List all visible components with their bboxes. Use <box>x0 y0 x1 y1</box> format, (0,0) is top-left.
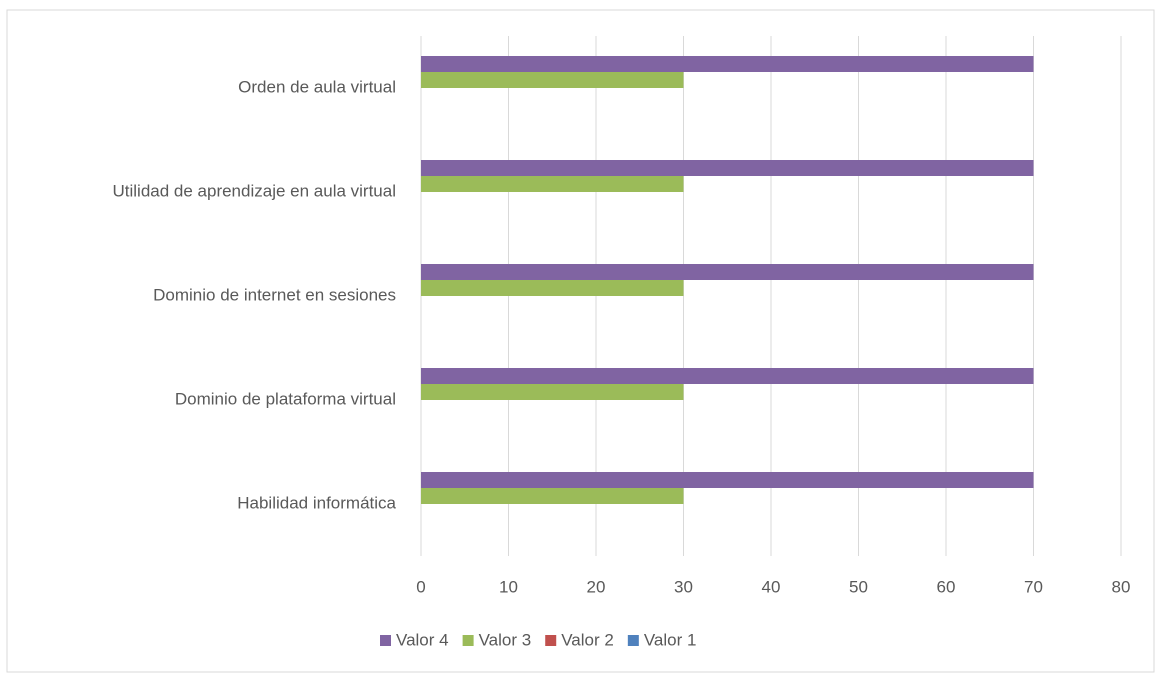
y-tick-label: Habilidad informática <box>237 493 396 512</box>
bar <box>421 176 684 192</box>
bar <box>421 264 1034 280</box>
y-tick-label: Orden de aula virtual <box>238 77 396 96</box>
bar <box>421 384 684 400</box>
bar <box>421 280 684 296</box>
legend-label: Valor 4 <box>396 630 449 649</box>
x-tick-label: 30 <box>674 577 693 596</box>
legend-label: Valor 2 <box>561 630 614 649</box>
legend-label: Valor 3 <box>479 630 532 649</box>
legend-swatch <box>462 635 474 646</box>
x-tick-label: 60 <box>937 577 956 596</box>
legend-swatch <box>380 635 391 646</box>
bar <box>421 72 684 88</box>
x-tick-label: 10 <box>499 577 518 596</box>
legend-swatch <box>627 635 639 646</box>
y-tick-label: Dominio de internet en sesiones <box>153 285 396 304</box>
x-tick-label: 80 <box>1112 577 1131 596</box>
bar <box>421 160 1034 176</box>
x-tick-label: 0 <box>416 577 425 596</box>
x-tick-label: 70 <box>1024 577 1043 596</box>
bar <box>421 56 1034 72</box>
bar <box>421 488 684 504</box>
x-tick-label: 40 <box>762 577 781 596</box>
legend-label: Valor 1 <box>644 630 697 649</box>
y-tick-label: Utilidad de aprendizaje en aula virtual <box>112 181 396 200</box>
legend-swatch <box>545 635 557 646</box>
bar <box>421 368 1034 384</box>
bar <box>421 472 1034 488</box>
y-tick-label: Dominio de plataforma virtual <box>175 389 396 408</box>
chart-frame <box>6 9 1155 673</box>
x-tick-label: 50 <box>849 577 868 596</box>
x-tick-label: 20 <box>587 577 606 596</box>
